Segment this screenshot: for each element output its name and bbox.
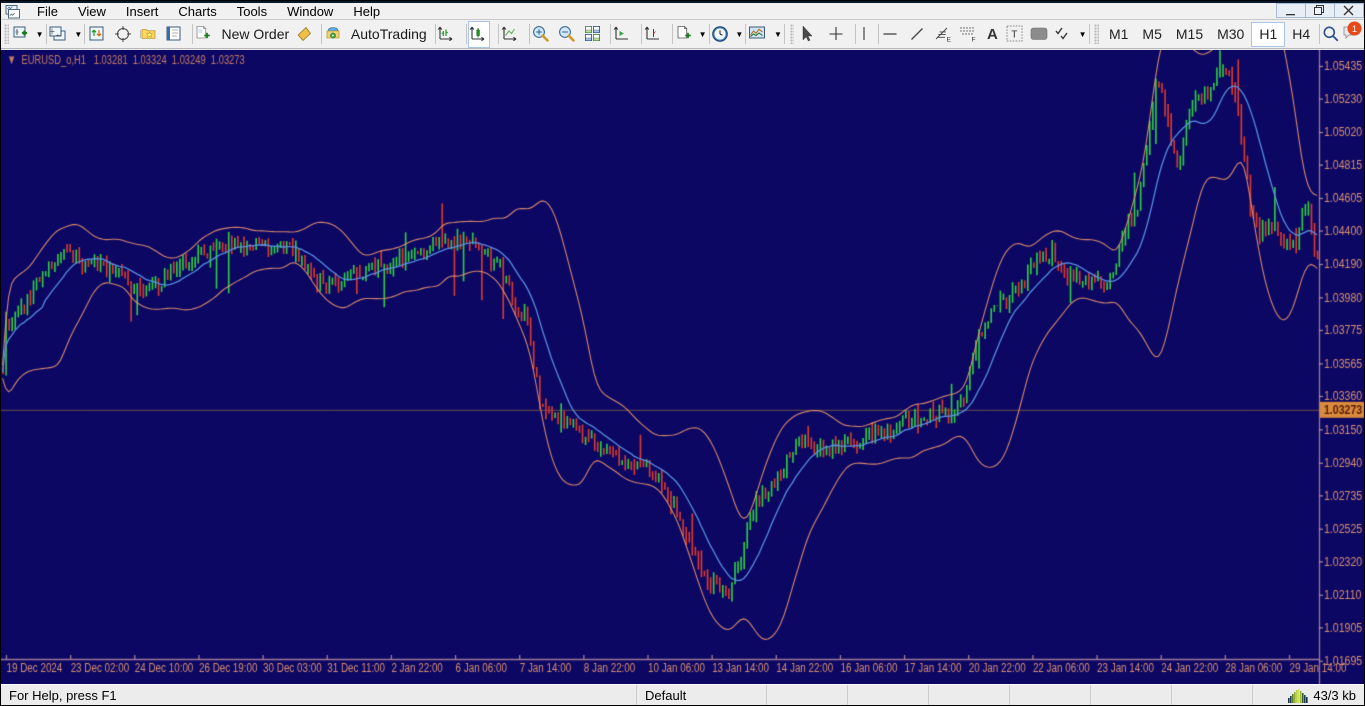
- svg-text:E: E: [946, 37, 951, 44]
- svg-text:T: T: [1011, 30, 1017, 41]
- svg-text:1: 1: [1352, 24, 1357, 34]
- svg-text:F: F: [971, 37, 975, 44]
